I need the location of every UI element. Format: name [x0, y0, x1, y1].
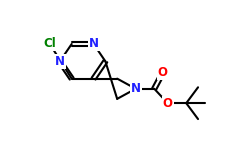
Text: N: N	[55, 55, 65, 68]
Text: N: N	[88, 38, 99, 51]
Text: N: N	[131, 82, 141, 95]
Text: O: O	[163, 97, 173, 110]
Text: Cl: Cl	[44, 38, 56, 51]
Text: O: O	[158, 66, 168, 79]
